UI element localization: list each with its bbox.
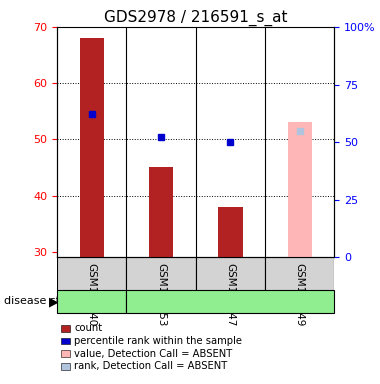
Title: GDS2978 / 216591_s_at: GDS2978 / 216591_s_at — [104, 9, 287, 25]
Text: GSM136140: GSM136140 — [87, 263, 97, 327]
Text: multiple sclerosis: multiple sclerosis — [182, 296, 279, 306]
Text: GSM136147: GSM136147 — [225, 263, 235, 327]
Bar — [288, 122, 312, 257]
FancyBboxPatch shape — [265, 257, 334, 297]
FancyBboxPatch shape — [126, 257, 196, 297]
Bar — [79, 38, 104, 257]
Text: ▶: ▶ — [49, 295, 59, 308]
Text: disease state: disease state — [4, 296, 78, 306]
FancyBboxPatch shape — [57, 257, 126, 297]
Text: count: count — [74, 323, 102, 333]
Bar — [218, 207, 242, 257]
Text: value, Detection Call = ABSENT: value, Detection Call = ABSENT — [74, 349, 232, 359]
Text: GSM136149: GSM136149 — [295, 263, 305, 327]
Text: GSM134953: GSM134953 — [156, 263, 166, 327]
Text: control: control — [72, 296, 111, 306]
Text: percentile rank within the sample: percentile rank within the sample — [74, 336, 242, 346]
Bar — [149, 167, 173, 257]
FancyBboxPatch shape — [196, 257, 265, 297]
Text: rank, Detection Call = ABSENT: rank, Detection Call = ABSENT — [74, 361, 227, 371]
